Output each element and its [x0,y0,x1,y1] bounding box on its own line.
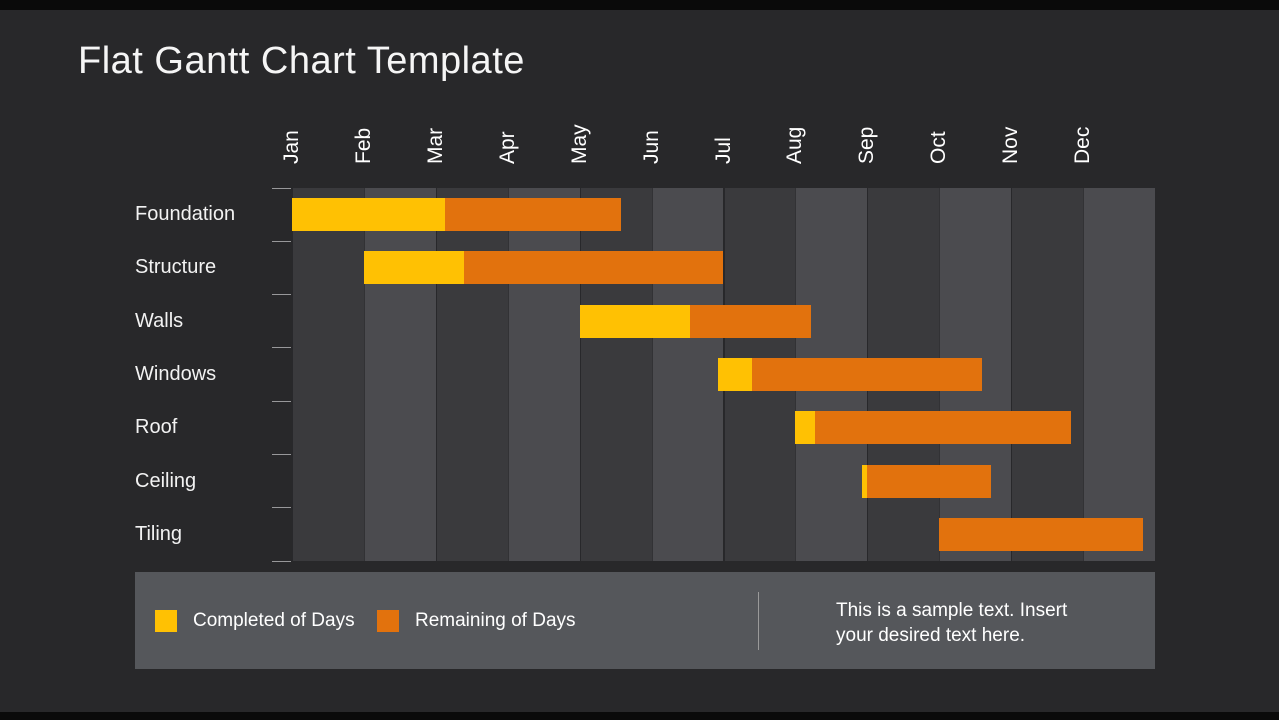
row-label-foundation: Foundation [135,203,236,226]
gantt-bar-remaining-walls[interactable] [690,304,811,338]
row-label-structure: Structure [135,256,217,279]
row-label-walls: Walls [135,309,184,332]
gantt-bar-completed-foundation[interactable] [292,198,446,232]
row-label-windows: Windows [135,362,217,385]
month-label-may: May [567,124,591,164]
gantt-bar-remaining-foundation[interactable] [445,198,622,232]
month-label-jan: Jan [280,130,303,164]
month-label-oct: Oct [927,131,951,164]
gantt-bar-remaining-ceiling[interactable] [867,464,992,498]
month-label-mar: Mar [423,127,447,164]
month-column-jan [292,188,364,561]
row-tick [272,560,291,562]
row-tick [272,507,291,509]
gantt-bar-remaining-windows[interactable] [751,358,983,391]
legend-panel: Completed of Days Remaining of Days This… [135,572,1155,669]
month-label-feb: Feb [351,127,375,164]
month-label-jul: Jul [711,137,735,164]
legend-remaining-label: Remaining of Days [415,610,576,631]
slide-title: Flat Gantt Chart Template [78,40,525,82]
gantt-bar-completed-windows[interactable] [718,358,752,391]
gantt-bar-remaining-structure[interactable] [463,251,723,285]
month-column-jun [651,188,724,561]
month-label-dec: Dec [1071,126,1095,164]
month-column-dec [1083,188,1155,561]
gantt-bar-completed-roof[interactable] [795,411,815,445]
row-tick [272,294,291,296]
sample-text-line1: This is a sample text. Insert [836,600,1068,621]
month-column-nov [1011,188,1084,561]
row-label-roof: Roof [135,416,178,439]
bottom-black-strip [0,712,1279,720]
month-column-apr [507,188,580,561]
month-column-may [579,188,652,561]
legend-completed-label: Completed of Days [193,610,355,631]
sample-text: This is a sample text. Insert your desir… [836,598,1067,648]
row-label-tiling: Tiling [135,522,183,545]
row-tick [272,453,291,455]
month-label-sep: Sep [855,126,879,164]
gantt-bar-completed-walls[interactable] [579,304,691,338]
remaining-swatch-icon [377,610,399,632]
month-label-jun: Jun [639,130,663,164]
month-column-feb [363,188,436,561]
row-tick [272,187,291,189]
month-column-mar [435,188,508,561]
row-tick [272,400,291,402]
row-tick [272,240,291,242]
completed-swatch-icon [155,610,177,632]
row-label-ceiling: Ceiling [135,469,197,492]
month-label-nov: Nov [999,126,1023,164]
month-label-apr: Apr [495,131,519,164]
row-tick [272,347,291,349]
legend-item-remaining: Remaining of Days [377,610,576,632]
sample-text-line2: your desired text here. [836,625,1026,646]
top-black-strip [0,0,1279,10]
gantt-bar-completed-structure[interactable] [363,251,464,285]
legend-item-completed: Completed of Days [155,610,355,632]
month-label-aug: Aug [783,126,807,164]
legend-divider [758,592,759,650]
gantt-bar-remaining-tiling[interactable] [939,517,1144,551]
gantt-bar-completed-ceiling[interactable] [861,464,868,498]
gantt-bar-remaining-roof[interactable] [814,411,1071,445]
